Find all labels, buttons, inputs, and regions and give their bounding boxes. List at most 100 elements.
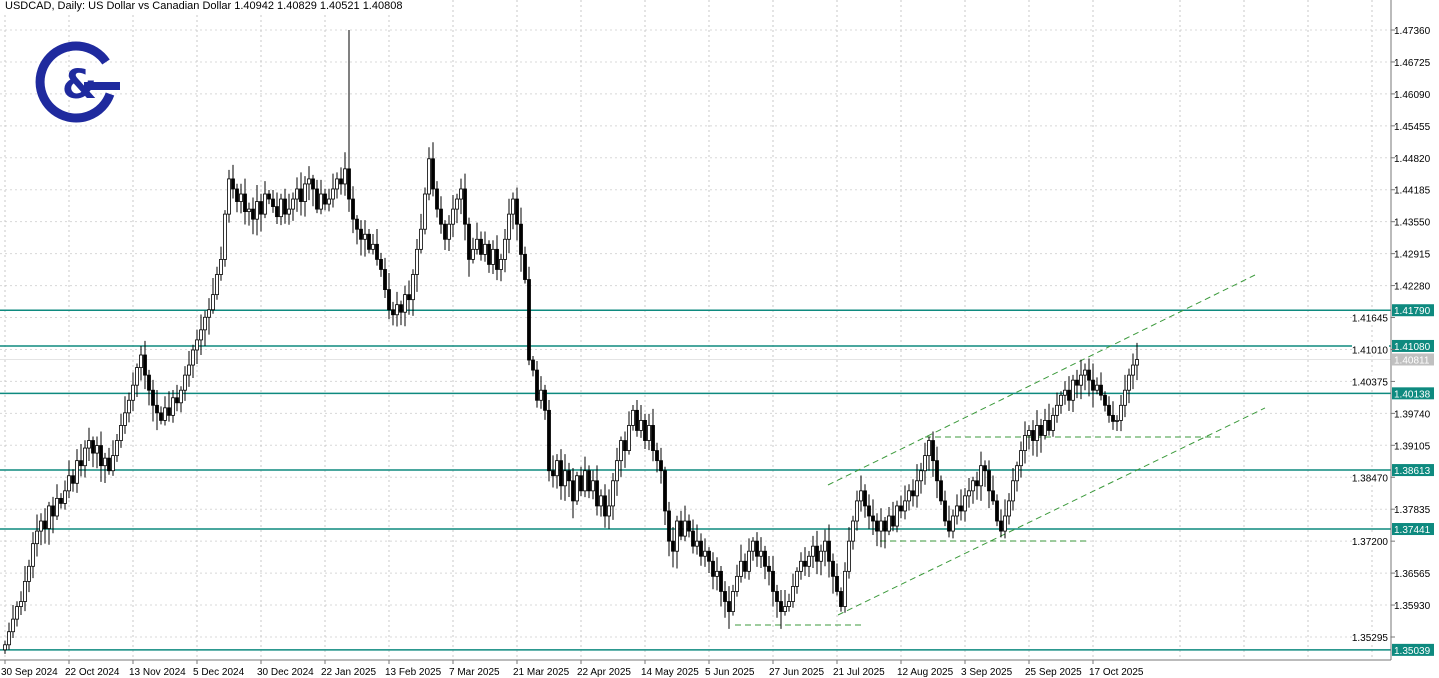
bull-candle <box>247 208 251 213</box>
y-tick-label: 1.39105 <box>1394 441 1431 452</box>
bear-candle <box>995 500 999 522</box>
bear-candle <box>535 369 539 401</box>
bull-candle <box>575 475 579 502</box>
x-tick-label: 7 Mar 2025 <box>449 667 500 678</box>
level-label: 1.41080 <box>1394 342 1431 353</box>
bear-candle <box>771 570 775 592</box>
bull-candle <box>1119 404 1123 421</box>
bull-candle <box>371 243 375 250</box>
level-label-bg <box>1392 339 1434 352</box>
bear-candle <box>467 223 471 260</box>
bull-candle <box>783 606 787 612</box>
bear-candle <box>143 354 147 376</box>
bull-candle <box>47 505 51 529</box>
bull-candle <box>335 178 339 190</box>
bear-candle <box>1039 425 1043 436</box>
bull-candle <box>1007 500 1011 517</box>
bull-candle <box>419 228 423 250</box>
bull-candle <box>1003 515 1007 532</box>
bear-candle <box>59 497 63 504</box>
bear-candle <box>999 520 1003 532</box>
bear-candle <box>527 279 531 361</box>
level-label-bg <box>1392 387 1434 400</box>
bull-candle <box>583 470 587 492</box>
bear-candle <box>839 591 843 607</box>
bear-candle <box>99 445 103 467</box>
bear-candle <box>435 188 439 210</box>
bear-candle <box>975 480 979 487</box>
y-tick-label: 1.44185 <box>1394 186 1431 197</box>
bull-candle <box>615 460 619 482</box>
bear-candle <box>79 460 83 467</box>
x-tick-label: 13 Feb 2025 <box>385 667 442 678</box>
bull-candle <box>819 550 823 562</box>
bull-candle <box>955 505 959 517</box>
bear-candle <box>651 425 655 451</box>
bear-candle <box>315 188 319 210</box>
bull-candle <box>627 425 631 451</box>
bull-candle <box>1063 389 1067 396</box>
bear-candle <box>155 404 159 414</box>
bear-candle <box>519 223 523 255</box>
trend-channel <box>735 274 1266 626</box>
bull-candle <box>1079 374 1083 386</box>
bull-candle <box>139 354 143 368</box>
bull-candle <box>1055 404 1059 416</box>
bear-candle <box>231 178 235 190</box>
bear-candle <box>407 294 411 301</box>
bull-candle <box>847 540 851 572</box>
level-label-bg <box>1392 643 1434 656</box>
bull-candle <box>343 168 347 185</box>
bull-candle <box>27 565 31 582</box>
bear-candle <box>431 158 435 190</box>
bear-candle <box>159 412 163 421</box>
bull-candle <box>607 505 611 517</box>
bear-candle <box>251 208 255 220</box>
bull-candle <box>915 480 919 497</box>
bull-candle <box>119 425 123 441</box>
bear-candle <box>107 457 111 472</box>
bear-candle <box>515 198 519 225</box>
bull-candle <box>471 248 475 260</box>
bear-candle <box>763 550 767 567</box>
bear-candle <box>687 520 691 532</box>
y-tick-label-bg <box>1352 375 1389 388</box>
level-label-bg <box>1392 464 1434 477</box>
bear-candle <box>399 304 403 313</box>
bear-candle <box>275 206 279 218</box>
x-tick-label: 22 Jan 2025 <box>321 667 376 678</box>
bear-candle <box>311 178 315 190</box>
bear-candle <box>151 389 155 406</box>
bull-candle <box>35 530 39 545</box>
bull-candle <box>7 631 11 646</box>
bull-candle <box>483 243 487 255</box>
bull-candle <box>611 480 615 507</box>
y-tick-label: 1.45455 <box>1394 122 1431 133</box>
bull-candle <box>423 193 427 230</box>
bear-candle <box>587 470 591 492</box>
bull-candle <box>683 520 687 537</box>
bear-candle <box>667 510 671 542</box>
bear-candle <box>679 520 683 537</box>
bull-candle <box>11 618 15 633</box>
bear-candle <box>147 374 151 391</box>
bull-candle <box>427 158 431 195</box>
bear-candle <box>623 440 627 451</box>
bear-candle <box>175 397 179 404</box>
bull-candle <box>215 274 219 296</box>
y-tick-label-bg <box>1352 535 1389 548</box>
bear-candle <box>167 407 171 416</box>
bear-candle <box>383 269 387 290</box>
bear-candle <box>767 565 771 572</box>
bear-candle <box>775 591 779 602</box>
bull-candle <box>1011 480 1015 502</box>
bear-candle <box>723 591 727 602</box>
bid-label: 1.40811 <box>1394 355 1430 366</box>
bull-candle <box>507 213 511 240</box>
bear-candle <box>711 560 715 577</box>
x-tick-label: 13 Nov 2024 <box>129 667 186 678</box>
bull-candle <box>731 591 735 612</box>
level-label: 1.38613 <box>1394 466 1431 477</box>
company-logo: & <box>35 41 120 123</box>
